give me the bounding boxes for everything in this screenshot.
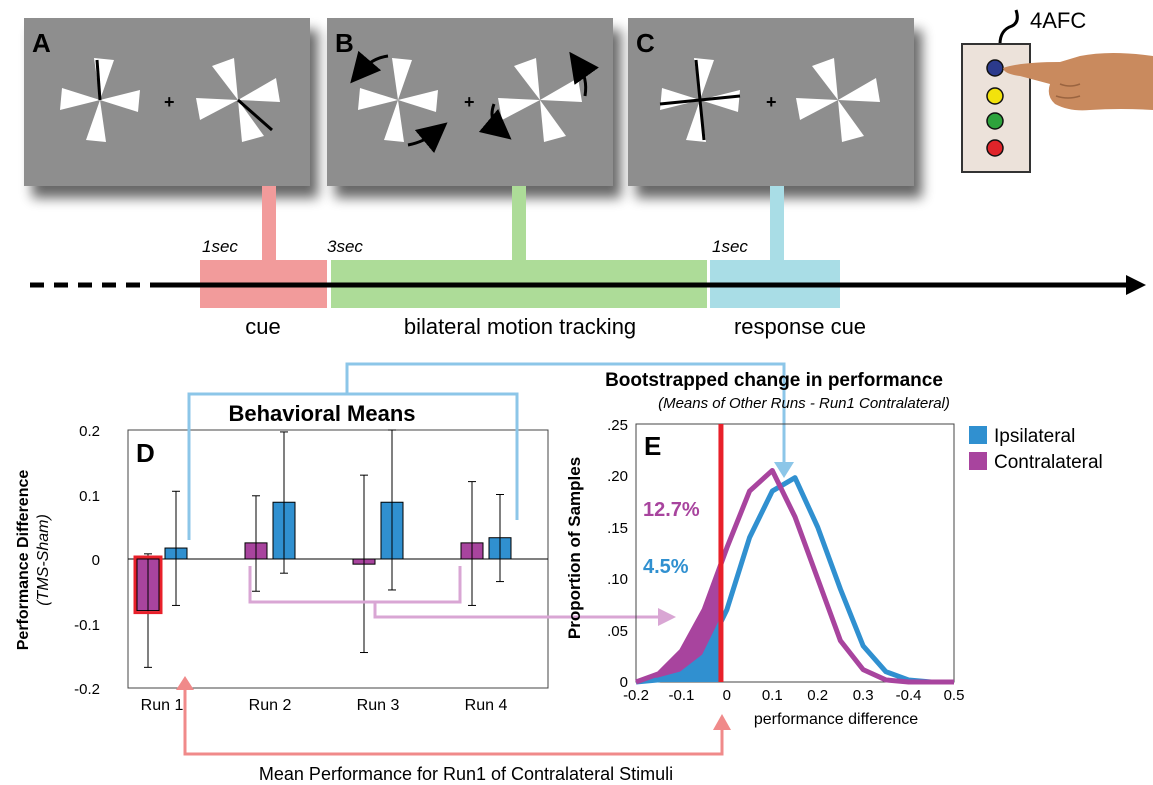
- chart-e: Bootstrapped change in performance (Mean…: [565, 370, 1103, 728]
- curves: [635, 424, 954, 685]
- chart-e-letter: E: [644, 431, 661, 461]
- duration-response: 1sec: [712, 237, 748, 256]
- duration-cue: 1sec: [202, 237, 238, 256]
- curve-ipsilateral: [635, 475, 954, 685]
- rotation-arrow-icon: [478, 103, 512, 140]
- ytick: 0.1: [79, 488, 100, 505]
- chart-d-title: Behavioral Means: [228, 401, 415, 426]
- timeline: 1sec 3sec 1sec cue bilateral motion trac…: [30, 237, 1146, 339]
- response-button-4[interactable]: [986, 139, 1004, 157]
- pink-bracket: [176, 676, 731, 756]
- legend-swatch-contralateral: [969, 452, 987, 470]
- connector-c: [770, 186, 784, 262]
- hand-icon: [1003, 53, 1153, 111]
- xtick: 0.3: [853, 687, 874, 704]
- connector-b: [512, 186, 526, 262]
- bottom-caption: Mean Performance for Run1 of Contralater…: [259, 764, 673, 784]
- chart-d-ylabel-sub: (TMS-Sham): [35, 514, 52, 606]
- legend-label-ipsilateral: Ipsilateral: [994, 426, 1075, 447]
- chart-e-yticks: .25 .20 .15 .10 .05 0: [607, 417, 628, 691]
- device-label: 4AFC: [1030, 8, 1086, 33]
- bars: [133, 429, 512, 668]
- xtick: Run 3: [357, 697, 400, 714]
- phase-label-response: response cue: [734, 314, 866, 339]
- ytick: .05: [607, 623, 628, 640]
- cable: [998, 9, 1019, 45]
- duration-motion: 3sec: [327, 237, 363, 256]
- chart-e-frame: [635, 423, 955, 683]
- tail-area-contralateral: [636, 563, 721, 682]
- panel-c: C +: [628, 18, 914, 186]
- ytick: 0: [92, 552, 100, 569]
- xtick: -0.4: [896, 687, 922, 704]
- fixation-cross: +: [164, 92, 175, 112]
- legend: Ipsilateral Contralateral: [969, 426, 1103, 473]
- legend-swatch-ipsilateral: [969, 426, 987, 444]
- xtick: 0.5: [944, 687, 965, 704]
- panel-c-letter: C: [636, 28, 655, 58]
- pinwheel-left: [659, 58, 741, 142]
- panel-a-letter: A: [32, 28, 51, 58]
- arrowhead: [658, 608, 676, 626]
- ytick: -0.2: [74, 681, 100, 698]
- ytick: .10: [607, 571, 628, 588]
- panel-b: B +: [327, 18, 613, 186]
- arrowhead: [774, 462, 794, 478]
- xtick: Run 4: [465, 697, 508, 714]
- xtick: 0.2: [807, 687, 828, 704]
- chart-d-letter: D: [136, 438, 155, 468]
- rotation-arrow-icon: [350, 50, 389, 84]
- ytick: .20: [607, 468, 628, 485]
- highlight-run1-contralateral: [133, 555, 163, 615]
- pinwheel-left: [358, 58, 438, 142]
- xtick: -0.2: [623, 687, 649, 704]
- pct-ipsilateral: 4.5%: [643, 556, 689, 578]
- arrowhead: [713, 714, 731, 730]
- chart-d-ylabel: Performance Difference: [15, 470, 32, 651]
- phase-label-motion: bilateral motion tracking: [404, 314, 636, 339]
- panel-b-letter: B: [335, 28, 354, 58]
- arrowhead: [176, 676, 194, 690]
- chart-d-yticks: 0.2 0.1 0 -0.1 -0.2: [74, 423, 100, 698]
- purple-bracket: [248, 566, 676, 626]
- blue-bracket: [187, 362, 794, 540]
- response-button-2[interactable]: [986, 87, 1004, 105]
- pct-contralateral: 12.7%: [643, 499, 700, 521]
- chart-e-ylabel: Proportion of Samples: [565, 457, 584, 639]
- ytick: 0: [620, 674, 628, 691]
- timeline-arrowhead: [1126, 275, 1146, 295]
- ytick: 0.2: [79, 423, 100, 440]
- xtick: 0.1: [762, 687, 783, 704]
- ytick: .25: [607, 417, 628, 434]
- chart-d-xticks: Run 1 Run 2 Run 3 Run 4: [141, 697, 508, 714]
- pinwheel-left: [60, 58, 140, 142]
- chart-d: Behavioral Means D 0.2 0.1 0 -0.1 -0.2 P…: [15, 401, 549, 714]
- chart-e-xticks: -0.2 -0.1 0 0.1 0.2 0.3 -0.4 0.5: [623, 687, 964, 704]
- rotation-arrow-icon: [407, 122, 448, 154]
- ytick: .15: [607, 520, 628, 537]
- chart-e-xlabel: performance difference: [754, 711, 918, 728]
- connector-a: [262, 186, 276, 262]
- fixation-cross: +: [464, 92, 475, 112]
- response-button-3[interactable]: [986, 112, 1004, 130]
- ytick: -0.1: [74, 617, 100, 634]
- pinwheel-right: [796, 58, 880, 142]
- rotation-arrow-icon: [569, 51, 599, 97]
- chart-e-subtitle: (Means of Other Runs - Run1 Contralatera…: [658, 395, 950, 412]
- legend-label-contralateral: Contralateral: [994, 452, 1103, 473]
- curve-contralateral: [635, 467, 954, 685]
- chart-e-title: Bootstrapped change in performance: [605, 370, 943, 391]
- xtick: -0.1: [668, 687, 694, 704]
- phase-label-cue: cue: [245, 314, 280, 339]
- xtick: Run 2: [249, 697, 292, 714]
- fixation-cross: +: [766, 92, 777, 112]
- xtick: Run 1: [141, 697, 184, 714]
- response-button-1[interactable]: [986, 59, 1004, 77]
- panel-a: A +: [24, 18, 310, 186]
- pinwheel-right: [196, 58, 280, 142]
- response-box: 4AFC: [961, 8, 1153, 173]
- tail-area-ipsilateral: [636, 621, 721, 682]
- xtick: 0: [723, 687, 731, 704]
